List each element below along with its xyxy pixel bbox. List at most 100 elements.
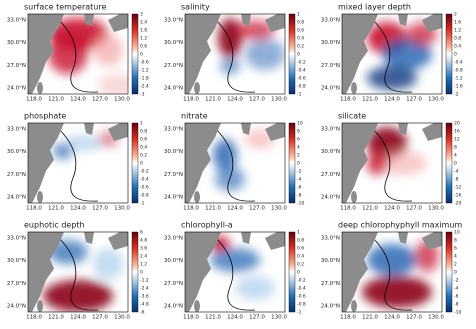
- map: [342, 232, 442, 312]
- colorbar-label: -20: [454, 201, 461, 207]
- taiwan: [37, 82, 43, 94]
- anomaly-field: [218, 18, 285, 74]
- land: [342, 14, 378, 94]
- lat-label: 24.0°N: [164, 195, 183, 201]
- taiwan: [351, 82, 357, 94]
- lon-label: 130.0: [428, 206, 444, 212]
- colorbar-label: 3: [140, 12, 143, 18]
- anomaly: [367, 244, 417, 276]
- anomaly-field: [48, 18, 128, 94]
- taiwan: [37, 300, 43, 312]
- kyushu: [108, 123, 128, 141]
- lat-label: 30.0°N: [321, 258, 340, 264]
- kyushu: [422, 14, 442, 32]
- map: [185, 123, 285, 203]
- lon-label: 121.0: [362, 97, 378, 103]
- colorbar-label: 1.2: [140, 36, 147, 42]
- colorbar-label: -0.8: [297, 302, 306, 308]
- lat-label: 27.0°N: [7, 63, 26, 69]
- colorbar-label: -0.6: [297, 76, 306, 82]
- panel-title: salinity: [181, 3, 210, 12]
- korea: [398, 14, 408, 26]
- lat-label: 33.0°N: [7, 18, 26, 24]
- colorbar-label: 1.2: [140, 262, 147, 268]
- anomaly: [367, 66, 417, 90]
- anomaly: [48, 34, 88, 74]
- colorbar-label: -2: [454, 92, 459, 98]
- contour: [214, 236, 256, 311]
- colorbar-label: -0.8: [297, 84, 306, 90]
- colorbar-label: 0.2: [297, 44, 304, 50]
- lon-label: 121.0: [48, 97, 64, 103]
- map-frame: [341, 231, 443, 313]
- colorbar-label: 4.8: [140, 238, 147, 244]
- lon-label: 124.0: [70, 315, 86, 321]
- contour: [57, 18, 99, 93]
- map-frame: [184, 13, 286, 95]
- korea: [84, 232, 94, 244]
- anomaly: [220, 58, 240, 74]
- colorbar: [131, 231, 139, 313]
- colorbar-label: -1.2: [140, 68, 149, 74]
- lon-label: 121.0: [205, 206, 221, 212]
- colorbar-label: 4: [454, 153, 457, 159]
- kyushu: [108, 14, 128, 32]
- colorbar-label: 0.8: [454, 36, 461, 42]
- colorbar-label: -3.6: [140, 294, 149, 300]
- colorbar-label: 6: [140, 230, 143, 236]
- lon-label: 121.0: [48, 315, 64, 321]
- colorbar-label: -10: [454, 310, 461, 316]
- colorbar-label: 0: [454, 270, 457, 276]
- anomaly: [245, 38, 285, 70]
- lon-label: 130.0: [428, 97, 444, 103]
- colorbar: [288, 231, 296, 313]
- map-frame: [341, 122, 443, 204]
- lon-label: 127.0: [249, 97, 265, 103]
- lon-label: 118.0: [183, 315, 199, 321]
- lat-label: 27.0°N: [164, 281, 183, 287]
- panel-title: chlorophyll-a: [181, 221, 233, 230]
- land: [342, 232, 378, 312]
- colorbar: [445, 13, 453, 95]
- colorbar-label: 1: [297, 230, 300, 236]
- colorbar-label: -1: [297, 92, 302, 98]
- lon-label: 130.0: [114, 97, 130, 103]
- map: [185, 232, 285, 312]
- lon-label: 124.0: [227, 315, 243, 321]
- lat-label: 30.0°N: [321, 149, 340, 155]
- lon-label: 127.0: [406, 315, 422, 321]
- anomaly: [235, 276, 275, 300]
- land: [185, 232, 221, 312]
- taiwan: [194, 191, 200, 203]
- panel-title: nitrate: [181, 112, 208, 121]
- lat-label: 33.0°N: [164, 127, 183, 133]
- map-frame: [341, 13, 443, 95]
- anomaly-field: [367, 22, 437, 90]
- colorbar-label: -1.2: [140, 278, 149, 284]
- colorbar-label: 10: [454, 230, 460, 236]
- korea: [241, 14, 251, 26]
- colorbar-label: -2: [297, 169, 302, 175]
- anomaly: [98, 74, 128, 94]
- map: [28, 232, 128, 312]
- lat-label: 33.0°N: [321, 236, 340, 242]
- anomaly: [213, 139, 237, 171]
- anomaly: [63, 135, 103, 151]
- contour: [214, 18, 256, 93]
- colorbar-label: 0.4: [454, 44, 461, 50]
- colorbar-label: 0: [140, 161, 143, 167]
- anomaly: [210, 248, 260, 272]
- colorbar-label: 2.4: [140, 20, 147, 26]
- colorbar-label: -4: [454, 286, 459, 292]
- colorbar-label: 1: [297, 12, 300, 18]
- korea: [241, 123, 251, 135]
- colorbar-label: 16: [454, 129, 460, 135]
- colorbar-label: 3.6: [140, 246, 147, 252]
- map-frame: [184, 122, 286, 204]
- lat-label: 30.0°N: [164, 149, 183, 155]
- lon-label: 121.0: [205, 97, 221, 103]
- colorbar-label: 0.8: [297, 238, 304, 244]
- lon-label: 124.0: [384, 206, 400, 212]
- lat-label: 33.0°N: [164, 236, 183, 242]
